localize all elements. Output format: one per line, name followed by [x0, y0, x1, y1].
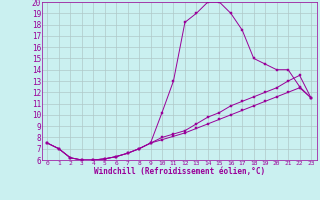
X-axis label: Windchill (Refroidissement éolien,°C): Windchill (Refroidissement éolien,°C): [94, 167, 265, 176]
